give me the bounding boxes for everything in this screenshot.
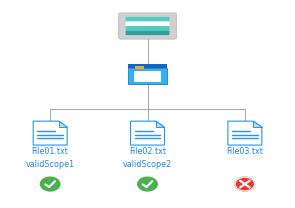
FancyBboxPatch shape: [126, 21, 169, 26]
FancyBboxPatch shape: [126, 26, 169, 31]
FancyBboxPatch shape: [126, 17, 169, 21]
Polygon shape: [33, 121, 67, 145]
FancyBboxPatch shape: [126, 31, 169, 35]
Polygon shape: [130, 121, 165, 145]
Text: File01.txt
validScope1: File01.txt validScope1: [26, 147, 75, 169]
Bar: [135, 66, 144, 69]
Bar: [128, 64, 167, 68]
Bar: [134, 71, 161, 82]
Text: File02.txt
validScope2: File02.txt validScope2: [123, 147, 172, 169]
Polygon shape: [253, 121, 262, 127]
Polygon shape: [228, 121, 262, 145]
Bar: [128, 68, 167, 84]
Circle shape: [235, 177, 255, 191]
Polygon shape: [59, 121, 67, 127]
FancyBboxPatch shape: [119, 13, 176, 39]
Circle shape: [40, 177, 60, 191]
Text: File03.txt: File03.txt: [227, 147, 263, 156]
Polygon shape: [156, 121, 165, 127]
Circle shape: [138, 177, 157, 191]
